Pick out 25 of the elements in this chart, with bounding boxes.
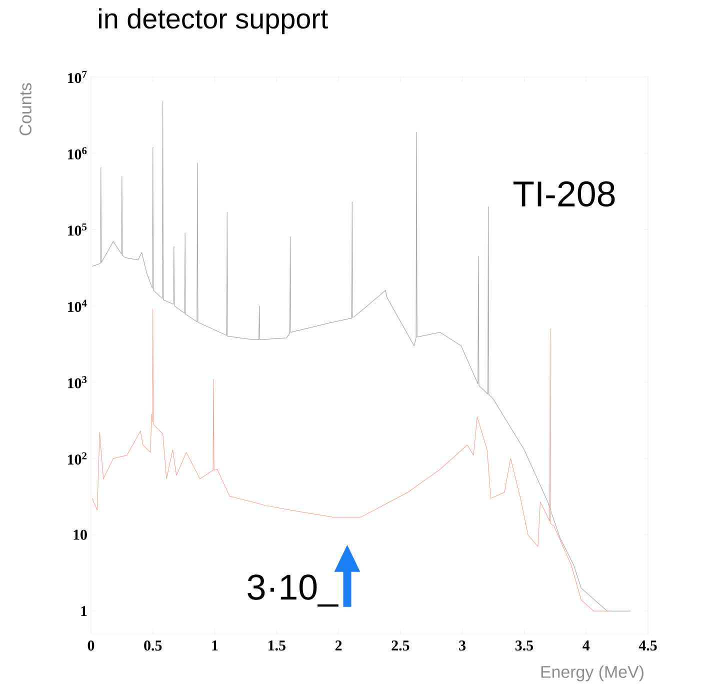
annotation: TI-208 [513,181,615,207]
x-tick-label: 4.5 [638,640,657,651]
y-tick-label: 10$^{6}$ [68,147,87,160]
y-tick-label: 10$^{7}$ [68,70,87,84]
annotation: 3·10_ [248,574,338,607]
y-tick-label: 10$^{3}$ [68,376,87,388]
x-tick-label: 3 [459,640,466,651]
x-axis-title: Energy (MeV) [541,666,644,682]
y-tick-label: 10$^{2}$ [68,452,87,465]
chart-title: in detector support [99,8,328,34]
x-tick-label: 2.5 [392,640,410,651]
y-axis-title: Counts [19,83,32,136]
x-tick-label: 1.5 [268,640,286,651]
line-series [92,309,612,612]
x-tick-label: 4 [582,640,590,650]
y-tick-label: 10$^{5}$ [68,223,87,236]
x-tick-label: 1 [212,640,218,650]
y-tick-label: 10 [74,530,87,540]
y-tick-label: 1 [81,606,87,616]
x-tick-label: 0 [88,640,94,651]
x-tick-label: 2 [335,640,342,650]
x-tick-label: 0.5 [144,640,162,651]
x-tick-label: 3.5 [515,640,534,651]
line-series [92,101,631,612]
y-tick-label: 10$^{4}$ [68,300,87,312]
